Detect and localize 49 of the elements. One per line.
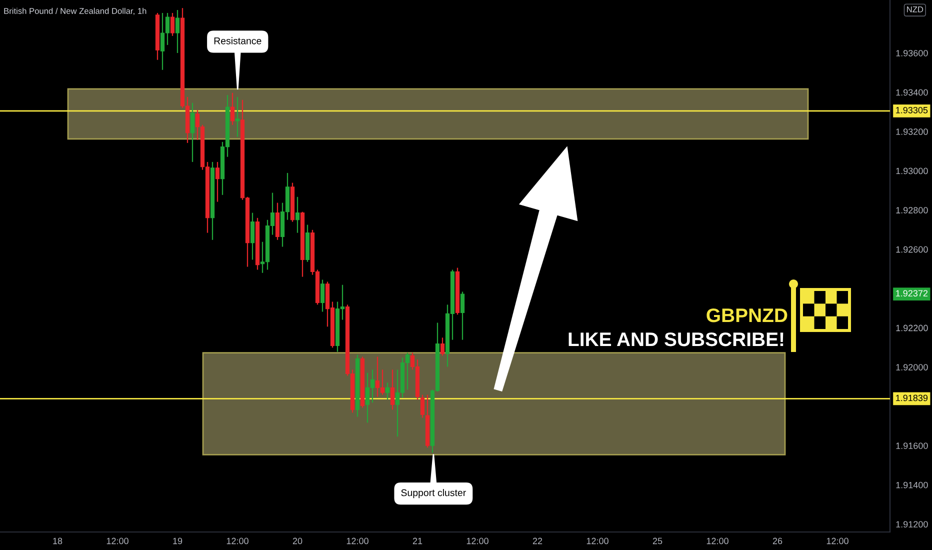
x-tick-label: 21 [412, 538, 422, 544]
candlestick [190, 102, 195, 163]
x-tick-label: 12:00 [466, 538, 488, 544]
x-tick-label: 12:00 [346, 538, 368, 544]
candlestick [250, 212, 255, 260]
candlestick [460, 291, 465, 340]
candlestick [170, 12, 175, 36]
candlestick [230, 92, 235, 126]
candlestick [385, 382, 390, 400]
ref-line-label: 1.93305 [896, 106, 928, 114]
y-tick-label: 1.92600 [896, 246, 928, 253]
candlestick [390, 369, 395, 410]
y-axis-title: NZD [907, 6, 924, 12]
y-tick-label: 1.92000 [896, 364, 928, 370]
band-label: Support cluster [401, 489, 466, 498]
candlestick [275, 202, 280, 240]
candlestick [215, 161, 220, 202]
ref-line-label: 1.91839 [896, 394, 928, 402]
band-label: Resistance [214, 37, 262, 44]
x-tick-label: 25 [652, 538, 662, 544]
text: 1.92372 [896, 290, 928, 296]
annotation: LIKE AND SUBSCRIBE! [568, 332, 784, 346]
candlestick [175, 9, 180, 54]
x-tick-label: 26 [772, 538, 782, 544]
x-tick-label: 19 [173, 538, 182, 544]
x-tick-label: 12:00 [586, 538, 608, 544]
y-tick-label: 1.91200 [896, 521, 928, 528]
annotation: GBPNZD [706, 308, 788, 322]
y-tick-label: 1.91400 [896, 482, 928, 488]
x-tick-label: 12:00 [826, 538, 848, 544]
x-tick-label: 12:00 [226, 538, 248, 544]
candlestick [235, 96, 240, 138]
text: British Pound / New Zealand Dollar, 1h [4, 8, 146, 15]
y-tick-label: 1.91600 [896, 442, 928, 449]
candlestick [440, 337, 445, 356]
y-tick-label: 1.92800 [896, 207, 928, 214]
candlestick [295, 196, 300, 234]
candlestick [420, 394, 425, 418]
candlestick [320, 279, 325, 312]
y-tick-label: 1.93400 [896, 89, 928, 96]
y-tick-label: 1.93600 [896, 50, 928, 56]
y-tick-label: 1.93000 [896, 168, 928, 174]
x-tick-label: 12:00 [106, 538, 128, 544]
x-tick-label: 20 [292, 538, 302, 544]
x-tick-label: 12:00 [706, 538, 728, 544]
x-tick-label: 22 [532, 538, 542, 544]
x-tick-label: 18 [53, 538, 62, 544]
y-tick-label: 1.93200 [896, 128, 928, 135]
y-tick-label: 1.92200 [896, 324, 928, 332]
